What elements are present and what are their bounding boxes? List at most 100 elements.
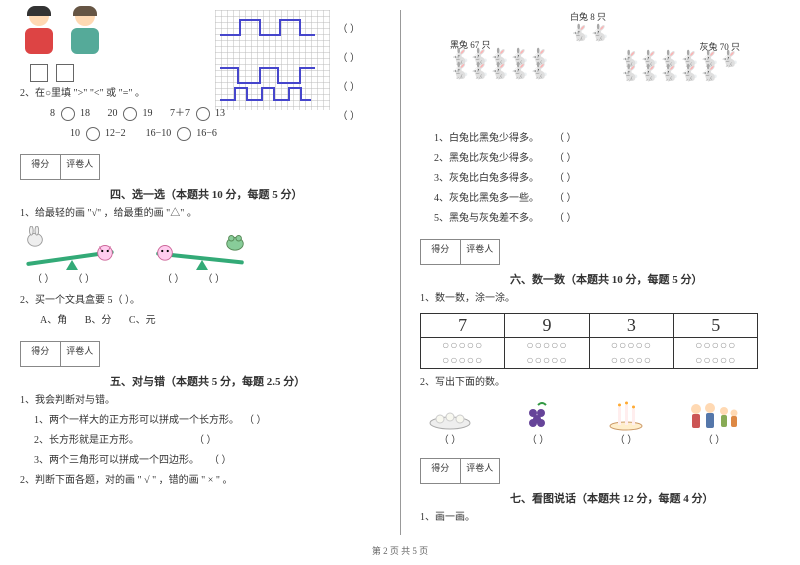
gray-rabbit-group: 灰兔 70 只 🐇🐇🐇🐇🐇🐇🐇🐇🐇🐇🐇 [620,40,740,82]
circle-blank[interactable] [61,107,75,121]
cat-icon [94,240,116,262]
rq: 5、黑兔与灰兔差不多。 [434,213,539,224]
frog-icon [224,230,246,252]
circle-blank[interactable] [123,107,137,121]
label: 白兔 8 只 [570,10,610,23]
num: 16−6 [196,128,217,139]
num: 12−2 [105,128,126,139]
num: 8 [50,108,55,119]
compare-row-2: 10 12−2 16−10 16−6 [70,126,380,142]
paren[interactable]: （ ） [527,435,550,446]
item-plate: （ ） [420,399,480,446]
seesaw-2 [150,230,250,270]
answer-boxes [30,64,104,82]
bunny-icon [24,226,46,248]
score-box: 得分 评卷人 [420,458,500,484]
opt[interactable]: C、元 [129,315,156,326]
paren[interactable]: （ ） [338,78,361,93]
q5-1-item: 1、两个一样大的正方形可以拼成一个长方形。 （ ） [34,413,380,429]
rabbit-questions: 1、白兔比黑兔少得多。 （ ） 2、黑兔比灰兔少得多。 （ ） 3、灰兔比白兔多… [420,131,780,227]
paren[interactable]: （ ） [338,49,361,64]
q4-2-opts: A、角 B、分 C、元 [40,313,380,329]
circle-blank[interactable] [196,107,210,121]
box[interactable] [56,64,74,82]
tnum: 7 [421,314,505,338]
section6-title: 六、数一数（本题共 10 分，每题 5 分） [510,271,780,287]
q6-1: 1、数一数，涂一涂。 [420,291,780,307]
q5-1-item: 3、两个三角形可以拼成一个四边形。 （ ） [34,453,380,469]
q5-2: 2、判断下面各题，对的画 " √ " ，错的画 " × " 。 [20,473,380,489]
score-label: 得分 [421,459,461,483]
item-grapes: （ ） [508,399,568,446]
tnum: 9 [505,314,589,338]
score-box: 得分 评卷人 [420,239,500,265]
cat-icon [154,240,176,262]
dot-grid-area: （ ） （ ） （ ） （ ） [215,10,361,122]
paren[interactable]: （ ） [615,435,638,446]
grader-label: 评卷人 [461,240,500,264]
paren[interactable]: （ ） [209,455,232,466]
item-family: （ ） [684,399,744,446]
circle-blank[interactable] [177,127,191,141]
circle-blank[interactable] [86,127,100,141]
rq: 4、灰兔比黑兔多一些。 [434,193,539,204]
ovals[interactable]: ○○○○○○○○○○ [421,338,505,369]
paren[interactable]: （ ） [203,270,226,285]
ovals[interactable]: ○○○○○○○○○○ [674,338,758,369]
paren[interactable]: （ ） [244,415,267,426]
q5-1-intro: 1、我会判断对与错。 [20,393,380,409]
family-icon [684,399,744,431]
dot-grid [215,10,330,110]
seesaw-row: （ ） （ ） （ ） （ ） [20,230,380,285]
paren[interactable]: （ ） [554,153,577,164]
box[interactable] [30,64,48,82]
paren[interactable]: （ ） [554,213,577,224]
paren[interactable]: （ ） [703,435,726,446]
q6-2: 2、写出下面的数。 [420,375,780,391]
rabbit-icon: 🐇🐇 [570,23,610,43]
opt[interactable]: B、分 [85,315,112,326]
num: 20 [108,108,118,119]
score-label: 得分 [421,240,461,264]
num: 7＋7 [170,108,190,119]
children-illustration [20,10,104,58]
ovals[interactable]: ○○○○○○○○○○ [505,338,589,369]
paren[interactable]: （ ） [73,270,96,285]
q7-1: 1、画一画。 [420,510,780,526]
count-table: 7 9 3 5 ○○○○○○○○○○ ○○○○○○○○○○ ○○○○○○○○○○… [420,313,758,369]
left-column: （ ） （ ） （ ） （ ） 2、在○里填 ">" "<" 或 "=" 。 8… [0,0,400,565]
paren[interactable]: （ ） [162,270,185,285]
opt[interactable]: A、角 [40,315,67,326]
ovals[interactable]: ○○○○○○○○○○ [589,338,673,369]
grader-label: 评卷人 [61,155,100,179]
rq: 1、白兔比黑兔少得多。 [434,133,539,144]
rabbit-icon: 🐇🐇🐇🐇🐇🐇🐇🐇🐇🐇 [450,51,560,80]
grader-label: 评卷人 [461,459,500,483]
num: 10 [70,128,80,139]
grid-paren-col: （ ） （ ） （ ） （ ） [338,20,361,122]
paren[interactable]: （ ） [32,270,55,285]
num: 19 [143,108,153,119]
score-label: 得分 [21,155,61,179]
paren[interactable]: （ ） [554,173,577,184]
paren[interactable]: （ ） [338,20,361,35]
black-rabbit-group: 黑兔 67 只 🐇🐇🐇🐇🐇🐇🐇🐇🐇🐇 [450,38,560,80]
section5-title: 五、对与错（本题共 5 分，每题 2.5 分） [110,373,380,389]
paren[interactable]: （ ） [439,435,462,446]
q5-1-item: 2、长方形就是正方形。 （ ） [34,433,380,449]
num: 16−10 [146,128,172,139]
score-box: 得分 评卷人 [20,341,100,367]
score-label: 得分 [21,342,61,366]
rabbits-illustration: 白兔 8 只 🐇🐇 黑兔 67 只 🐇🐇🐇🐇🐇🐇🐇🐇🐇🐇 灰兔 70 只 🐇🐇🐇… [420,10,780,125]
child-green [66,10,104,58]
candles-icon [596,399,656,431]
page-footer: 第 2 页 共 5 页 [0,544,800,557]
rq: 2、黑兔比灰兔少得多。 [434,153,539,164]
white-rabbit-group: 白兔 8 只 🐇🐇 [570,10,610,43]
section4-title: 四、选一选（本题共 10 分，每题 5 分） [110,186,380,202]
paren[interactable]: （ ） [554,133,577,144]
paren[interactable]: （ ） [554,193,577,204]
paren[interactable]: （ ） [338,107,361,122]
item-candles: （ ） [596,399,656,446]
paren[interactable]: （ ） [194,435,217,446]
